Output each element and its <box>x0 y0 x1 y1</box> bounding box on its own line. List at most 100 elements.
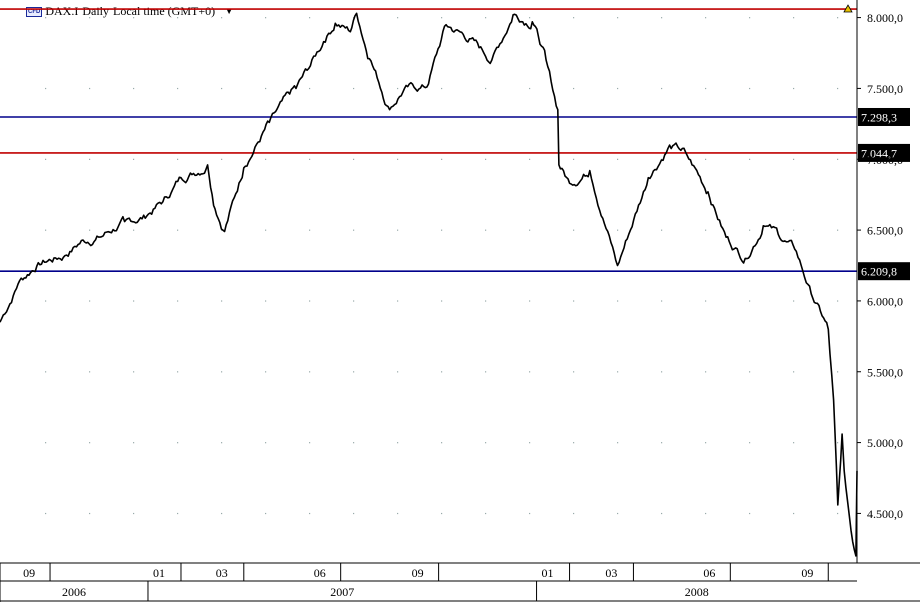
grid-dot <box>705 17 707 19</box>
y-axis: 4.500,0 5.000,0 5.500,0 6.000,0 6.500,0 7.000… <box>856 0 920 564</box>
grid-dot <box>309 229 311 231</box>
grid-dot <box>617 158 619 160</box>
grid-dot <box>485 229 487 231</box>
timezone-label: Local time (GMT+0) <box>113 4 216 18</box>
grid-dot <box>749 229 751 231</box>
y-tick-label: 6.000,0 <box>867 294 903 308</box>
warning-marker-icon[interactable] <box>843 4 853 13</box>
grid-dot <box>177 87 179 90</box>
grid-dot <box>837 229 839 231</box>
grid-dot <box>133 371 135 373</box>
grid-dot <box>529 442 531 444</box>
grid-dot <box>353 87 355 90</box>
grid-dot <box>837 371 839 373</box>
grid-dot <box>89 371 91 373</box>
grid-dot <box>441 371 443 373</box>
grid-dot <box>573 371 575 373</box>
grid-dot <box>45 512 47 515</box>
grid-dot <box>177 442 179 444</box>
grid-dot <box>617 87 619 90</box>
grid-dot <box>529 512 531 515</box>
grid-dot <box>529 229 531 231</box>
grid-dot <box>397 17 399 19</box>
grid-dot <box>309 442 311 444</box>
grid-dot <box>749 17 751 19</box>
level-label-box <box>858 107 910 126</box>
grid-dot <box>485 17 487 19</box>
grid-dot <box>485 442 487 444</box>
grid-dot <box>221 300 223 302</box>
grid-dot <box>397 442 399 444</box>
level-label: 7.298,3 <box>861 110 897 124</box>
grid-dot <box>45 442 47 444</box>
year-label: 2007 <box>330 585 354 599</box>
x-tick-label: 06 <box>314 566 326 580</box>
grid-dot <box>661 229 663 231</box>
x-tick-label: 09 <box>801 566 813 580</box>
grid-dot <box>705 300 707 302</box>
grid-dot <box>353 371 355 373</box>
grid-dot <box>177 229 179 231</box>
price-series-line <box>0 12 858 557</box>
grid-dot <box>397 229 399 231</box>
grid-dot <box>89 87 91 90</box>
grid-dot <box>529 300 531 302</box>
caret-down-icon[interactable]: ▼ <box>225 7 234 16</box>
grid-dot <box>617 442 619 444</box>
grid-dot <box>837 442 839 444</box>
grid-dot <box>177 158 179 160</box>
grid-dot <box>749 87 751 90</box>
grid-dot <box>221 17 223 19</box>
grid-dot <box>661 87 663 90</box>
grid-dot <box>617 17 619 19</box>
grid-dot <box>661 300 663 302</box>
x-tick-label: 06 <box>703 566 715 580</box>
grid-dot <box>89 300 91 302</box>
horizontal-levels[interactable]: 7.298,3 7.044,7 6.209,8 <box>0 8 910 281</box>
grid-dot <box>309 512 311 515</box>
grid-dot <box>309 371 311 373</box>
grid-dot <box>221 87 223 90</box>
grid-dot <box>89 158 91 160</box>
symbol-name[interactable]: DAX.I <box>45 4 79 18</box>
grid-dot <box>133 442 135 444</box>
grid-dot <box>265 371 267 373</box>
level-label: 6.209,8 <box>861 265 897 279</box>
level-label-box <box>858 262 910 281</box>
y-tick-label: 6.500,0 <box>867 224 903 238</box>
level-label: 7.044,7 <box>861 146 897 160</box>
grid-dot <box>529 158 531 160</box>
grid-dot <box>133 158 135 160</box>
grid-dot <box>837 512 839 515</box>
level-label-box <box>858 143 910 162</box>
y-tick-label: 5.000,0 <box>867 436 903 450</box>
grid-dot <box>705 87 707 90</box>
grid-dot <box>309 87 311 90</box>
grid-dot <box>837 158 839 160</box>
grid-dot <box>265 158 267 160</box>
x-tick-label: 03 <box>216 566 228 580</box>
grid-dot <box>309 158 311 160</box>
grid-dot <box>705 158 707 160</box>
grid-dot <box>705 512 707 515</box>
grid-dot <box>441 442 443 444</box>
grid-dot <box>661 17 663 19</box>
grid-dot <box>221 442 223 444</box>
grid-dot <box>45 229 47 231</box>
grid-dot <box>221 512 223 515</box>
grid-dot <box>265 229 267 231</box>
x-tick-label: 09 <box>412 566 424 580</box>
grid-dot <box>397 512 399 515</box>
grid-dot <box>309 17 311 19</box>
grid-dot <box>133 300 135 302</box>
grid-dot <box>265 512 267 515</box>
grid-dot <box>485 371 487 373</box>
grid-dot <box>353 158 355 160</box>
grid-dot <box>221 158 223 160</box>
y-tick-label: 5.500,0 <box>867 365 903 379</box>
grid-dot <box>749 300 751 302</box>
grid-dot <box>617 371 619 373</box>
grid-dot <box>45 371 47 373</box>
grid-dot <box>133 17 135 19</box>
